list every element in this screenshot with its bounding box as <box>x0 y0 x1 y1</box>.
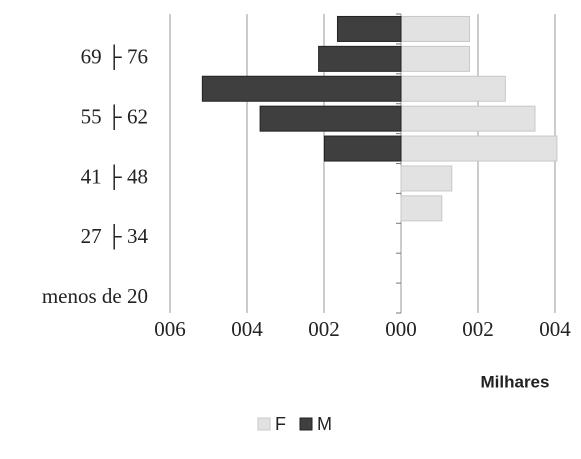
legend-label: F <box>275 414 286 434</box>
legend-label: M <box>317 414 332 434</box>
y-tick-label: menos de 20 <box>42 284 148 308</box>
y-tick-label: 27 ├ 34 <box>81 223 149 250</box>
x-tick-label: 002 <box>462 317 494 341</box>
bar <box>259 105 402 132</box>
x-tick-label: 006 <box>154 317 186 341</box>
bar <box>400 195 443 222</box>
x-axis-title: Milhares <box>481 372 550 391</box>
legend-swatch <box>257 417 271 431</box>
bar <box>318 45 402 72</box>
y-tick-label: 55 ├ 62 <box>81 103 148 130</box>
bar <box>400 135 558 162</box>
bar <box>400 165 453 192</box>
bar <box>336 15 402 42</box>
x-tick-label: 000 <box>385 317 417 341</box>
x-tick-label: 002 <box>308 317 340 341</box>
bar <box>201 75 402 102</box>
y-tick-label: 41 ├ 48 <box>81 163 148 190</box>
bar <box>400 15 471 42</box>
bar <box>323 135 402 162</box>
legend-swatch <box>299 417 313 431</box>
bar <box>400 75 506 102</box>
x-tick-label: 004 <box>231 317 263 341</box>
x-tick-label: 004 <box>539 317 571 341</box>
y-tick-label: 69 ├ 76 <box>81 44 148 71</box>
bar <box>400 105 536 132</box>
bar <box>400 45 471 72</box>
